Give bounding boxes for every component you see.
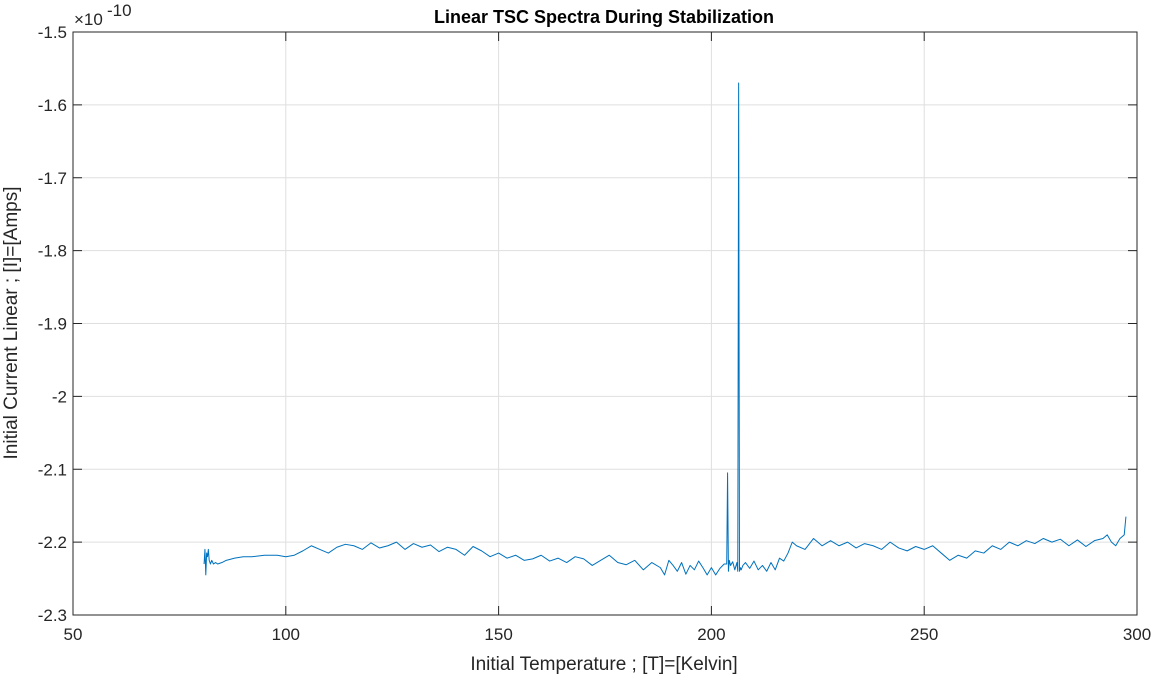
x-axis-title: Initial Temperature ; [T]=[Kelvin] <box>470 654 737 675</box>
series-line <box>203 82 1127 576</box>
y-axis-title: Initial Current Linear ; [I]=[Amps] <box>1 187 22 460</box>
x-tick-labels: 50 100 150 200 250 300 <box>64 625 1152 644</box>
chart-title: Linear TSC Spectra During Stabilization <box>434 7 774 27</box>
y-tick-label: -1.6 <box>38 96 67 115</box>
x-tick-label: 100 <box>272 625 300 644</box>
y-tick-label: -2.3 <box>38 606 67 625</box>
tick-marks <box>72 31 1138 616</box>
y-tick-label: -1.9 <box>38 315 67 334</box>
x-tick-label: 200 <box>697 625 725 644</box>
y-exponent-power: -10 <box>107 1 132 20</box>
y-tick-labels: -2.3 -2.2 -2.1 -2 -1.9 -1.8 -1.7 -1.6 -1.5 <box>38 23 67 625</box>
x-tick-label: 150 <box>484 625 512 644</box>
y-tick-label: -1.5 <box>38 23 67 42</box>
y-exponent-base: ×10 <box>74 10 103 29</box>
y-tick-label: -2 <box>52 387 67 406</box>
y-tick-label: -2.1 <box>38 460 67 479</box>
series-layer <box>203 82 1127 576</box>
y-tick-label: -1.8 <box>38 242 67 261</box>
y-axis-exponent: ×10 -10 <box>74 1 132 29</box>
grid-lines <box>73 32 1137 615</box>
y-tick-label: -2.2 <box>38 533 67 552</box>
x-tick-label: 50 <box>64 625 83 644</box>
x-tick-label: 300 <box>1123 625 1151 644</box>
y-tick-label: -1.7 <box>38 169 67 188</box>
x-tick-label: 250 <box>910 625 938 644</box>
